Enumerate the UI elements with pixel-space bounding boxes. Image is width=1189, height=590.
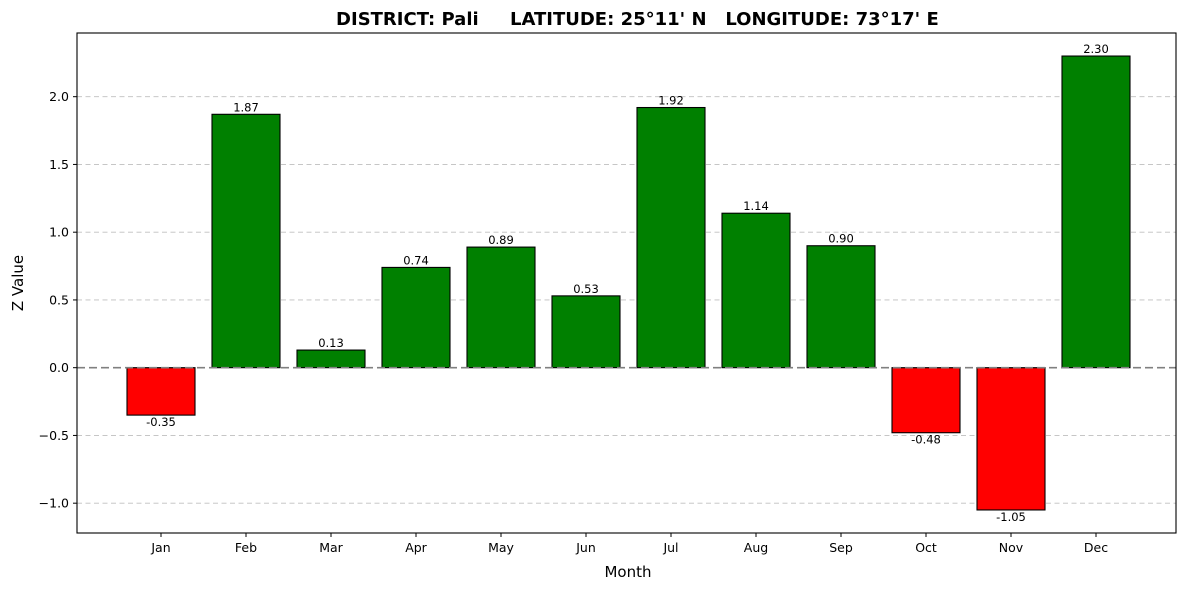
bar-value-label: 0.53 bbox=[573, 282, 599, 296]
x-tick-label: Dec bbox=[1084, 540, 1108, 555]
bar-value-label: 0.74 bbox=[403, 253, 429, 267]
x-tick-label: Apr bbox=[405, 540, 427, 555]
bar-may bbox=[466, 246, 536, 369]
y-axis-label: Z Value bbox=[9, 255, 27, 311]
bar-jan bbox=[126, 367, 196, 416]
y-tick-label: 0.5 bbox=[49, 292, 69, 307]
bar-nov bbox=[976, 367, 1046, 511]
bar-apr bbox=[381, 266, 451, 369]
chart-title-part: LONGITUDE: 73°17' E bbox=[707, 9, 939, 30]
axes: −1.0 −0.5 0.0 0.5 1.0 1.5 2.0 Jan Feb Mar Apr May Ju… bbox=[39, 32, 1177, 555]
bar-aug bbox=[721, 212, 791, 369]
x-tick-label: Mar bbox=[319, 540, 343, 555]
plot-frame bbox=[76, 32, 1177, 534]
bar-value-label: -0.48 bbox=[911, 433, 941, 447]
bar-value-label: 0.13 bbox=[318, 336, 344, 350]
chart-title-part: DISTRICT: Pali bbox=[317, 9, 478, 30]
bar-mar bbox=[296, 349, 366, 369]
chart-title: DISTRICT: Pali LATITUDE: 25°11' N LONGIT… bbox=[317, 9, 939, 30]
bar-feb bbox=[211, 113, 281, 369]
bar-sep bbox=[806, 245, 876, 369]
y-tick-label: −0.5 bbox=[39, 428, 69, 443]
bar-jun bbox=[551, 295, 621, 369]
x-axis-label: Month bbox=[604, 563, 651, 581]
bar-value-label: 0.90 bbox=[828, 232, 854, 246]
y-tick-label: −1.0 bbox=[39, 496, 69, 511]
bars bbox=[126, 55, 1131, 511]
bar-value-labels: -0.35 1.87 0.13 0.74 0.89 0.53 1.92 1.14 0.90 -0.… bbox=[146, 42, 1109, 524]
y-tick-label: 2.0 bbox=[49, 89, 69, 104]
bar-dec bbox=[1061, 55, 1131, 369]
x-tick-label: Jul bbox=[662, 540, 678, 555]
bar-value-label: 1.87 bbox=[233, 100, 259, 114]
chart-title-part: LATITUDE: 25°11' N bbox=[479, 9, 707, 30]
x-tick-label: Jan bbox=[150, 540, 170, 555]
x-tick-label: Aug bbox=[744, 540, 768, 555]
bar-value-label: -0.35 bbox=[146, 415, 176, 429]
y-tick-label: 1.5 bbox=[49, 157, 69, 172]
y-tick-label: 0.0 bbox=[49, 360, 69, 375]
bar-oct bbox=[891, 367, 961, 434]
x-tick-label: Jun bbox=[575, 540, 596, 555]
bar-value-label: 1.14 bbox=[743, 199, 769, 213]
bar-value-label: -1.05 bbox=[996, 510, 1026, 524]
y-tick-label: 1.0 bbox=[49, 225, 69, 240]
x-tick-label: May bbox=[488, 540, 514, 555]
bar-value-label: 2.30 bbox=[1083, 42, 1109, 56]
bar-jul bbox=[636, 106, 706, 369]
x-tick-label: Nov bbox=[999, 540, 1024, 555]
bar-value-label: 0.89 bbox=[488, 233, 514, 247]
bar-value-label: 1.92 bbox=[658, 94, 684, 108]
x-tick-label: Oct bbox=[915, 540, 937, 555]
x-tick-label: Feb bbox=[235, 540, 257, 555]
x-tick-label: Sep bbox=[829, 540, 853, 555]
